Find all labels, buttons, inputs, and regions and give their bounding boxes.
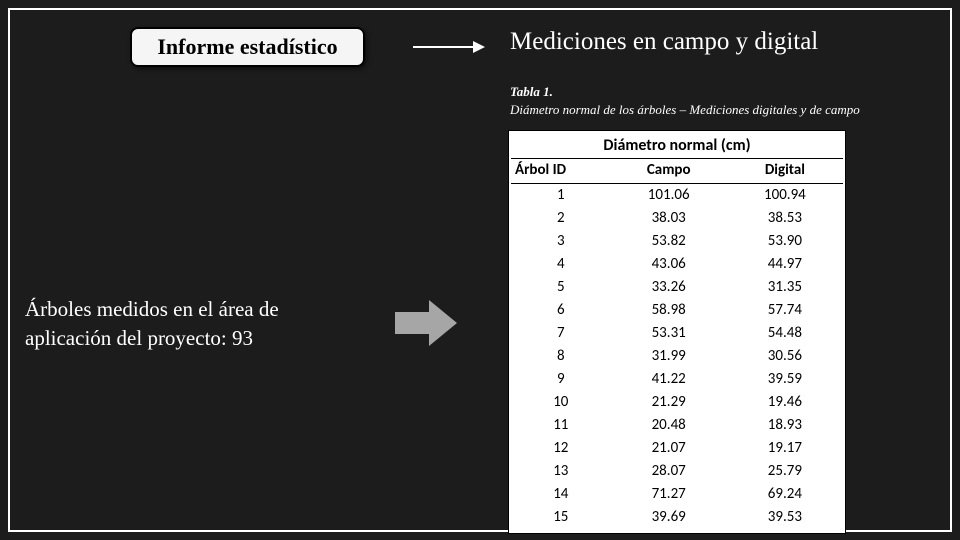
cell-digital: 30.56: [727, 345, 843, 368]
col-header-digital: Digital: [727, 159, 843, 184]
section-title: Mediciones en campo y digital: [510, 28, 818, 56]
cell-id: 15: [511, 506, 611, 529]
col-header-id: Árbol ID: [511, 159, 611, 184]
cell-id: 5: [511, 276, 611, 299]
table-caption-desc: Diámetro normal de los árboles – Medicio…: [510, 102, 860, 117]
cell-digital: 53.90: [727, 230, 843, 253]
cell-digital: 39.53: [727, 506, 843, 529]
table-row: 753.3154.48: [511, 322, 843, 345]
cell-campo: 38.03: [611, 207, 727, 230]
cell-campo: 31.99: [611, 345, 727, 368]
table-body: 1101.06100.94238.0338.53353.8253.90443.0…: [511, 184, 843, 529]
cell-id: 6: [511, 299, 611, 322]
cell-campo: 20.48: [611, 414, 727, 437]
cell-digital: 69.24: [727, 483, 843, 506]
cell-campo: 39.69: [611, 506, 727, 529]
table-row: 941.2239.59: [511, 368, 843, 391]
table-row: 443.0644.97: [511, 253, 843, 276]
cell-campo: 43.06: [611, 253, 727, 276]
table-title: Diámetro normal (cm): [511, 133, 843, 159]
cell-id: 9: [511, 368, 611, 391]
cell-id: 11: [511, 414, 611, 437]
table-caption: Tabla 1. Diámetro normal de los árboles …: [510, 83, 930, 119]
cell-digital: 19.46: [727, 391, 843, 414]
cell-campo: 101.06: [611, 184, 727, 207]
table-row: 1120.4818.93: [511, 414, 843, 437]
table-row: 1471.2769.24: [511, 483, 843, 506]
table-row: 1101.06100.94: [511, 184, 843, 207]
cell-digital: 39.59: [727, 368, 843, 391]
title-box: Informe estadístico: [130, 27, 365, 67]
diameter-table: Diámetro normal (cm) Árbol ID Campo Digi…: [511, 133, 843, 529]
cell-id: 8: [511, 345, 611, 368]
cell-id: 4: [511, 253, 611, 276]
table-row: 1021.2919.46: [511, 391, 843, 414]
table-row: 533.2631.35: [511, 276, 843, 299]
cell-id: 10: [511, 391, 611, 414]
table-row: 1221.0719.17: [511, 437, 843, 460]
cell-campo: 28.07: [611, 460, 727, 483]
col-header-campo: Campo: [611, 159, 727, 184]
cell-id: 12: [511, 437, 611, 460]
table-row: 238.0338.53: [511, 207, 843, 230]
cell-digital: 19.17: [727, 437, 843, 460]
cell-id: 3: [511, 230, 611, 253]
cell-campo: 21.29: [611, 391, 727, 414]
line-arrow-icon: [413, 44, 488, 50]
cell-id: 2: [511, 207, 611, 230]
cell-campo: 41.22: [611, 368, 727, 391]
table-row: 658.9857.74: [511, 299, 843, 322]
block-arrow-icon: [395, 300, 457, 351]
cell-digital: 100.94: [727, 184, 843, 207]
cell-id: 14: [511, 483, 611, 506]
cell-campo: 33.26: [611, 276, 727, 299]
cell-digital: 38.53: [727, 207, 843, 230]
table-row: 1539.6939.53: [511, 506, 843, 529]
cell-campo: 53.82: [611, 230, 727, 253]
cell-campo: 71.27: [611, 483, 727, 506]
cell-campo: 21.07: [611, 437, 727, 460]
cell-digital: 44.97: [727, 253, 843, 276]
cell-digital: 31.35: [727, 276, 843, 299]
cell-id: 7: [511, 322, 611, 345]
body-text: Árboles medidos en el área de aplicación…: [25, 295, 365, 354]
cell-digital: 57.74: [727, 299, 843, 322]
title-box-label: Informe estadístico: [157, 34, 337, 60]
table-row: 353.8253.90: [511, 230, 843, 253]
cell-id: 1: [511, 184, 611, 207]
cell-campo: 58.98: [611, 299, 727, 322]
cell-digital: 25.79: [727, 460, 843, 483]
table-row: 1328.0725.79: [511, 460, 843, 483]
cell-digital: 54.48: [727, 322, 843, 345]
cell-digital: 18.93: [727, 414, 843, 437]
data-table-container: Diámetro normal (cm) Árbol ID Campo Digi…: [508, 130, 846, 534]
table-row: 831.9930.56: [511, 345, 843, 368]
cell-id: 13: [511, 460, 611, 483]
cell-campo: 53.31: [611, 322, 727, 345]
table-caption-number: Tabla 1.: [510, 84, 553, 99]
